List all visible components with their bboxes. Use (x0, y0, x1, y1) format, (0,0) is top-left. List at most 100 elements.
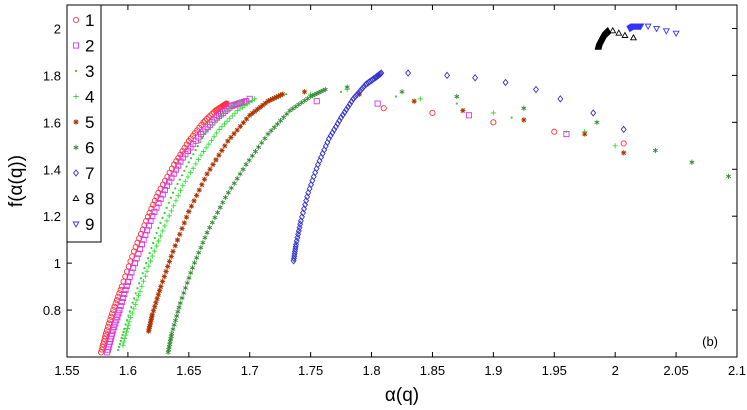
data-point (195, 156, 201, 163)
data-point (222, 107, 229, 114)
data-point (186, 208, 192, 215)
data-point (224, 106, 231, 113)
data-point (153, 204, 160, 211)
data-point (143, 267, 146, 270)
data-point (207, 166, 213, 172)
data-point (142, 273, 148, 279)
data-point (148, 319, 154, 325)
legend-label: 3 (85, 62, 94, 81)
data-point (139, 283, 145, 289)
data-point (120, 342, 126, 348)
data-point (196, 250, 202, 256)
data-point (153, 236, 156, 240)
data-point (139, 277, 143, 280)
plot-area (66, 4, 738, 358)
data-point (153, 243, 160, 249)
data-point (230, 102, 237, 109)
data-point (105, 323, 112, 330)
data-point (281, 114, 287, 120)
data-point (357, 87, 364, 95)
data-point (144, 268, 150, 274)
data-point (155, 238, 162, 244)
data-point (206, 129, 209, 133)
data-point (185, 165, 188, 168)
data-point (183, 169, 186, 173)
data-point (182, 285, 189, 291)
data-point (455, 102, 458, 105)
x-tick-label: 1.95 (542, 363, 567, 378)
data-point (229, 113, 235, 119)
data-point (208, 126, 211, 130)
data-point (159, 191, 166, 198)
data-point (352, 93, 358, 101)
data-point (121, 339, 127, 345)
data-point (161, 273, 167, 280)
data-point (165, 263, 171, 270)
data-point (222, 194, 228, 201)
data-point (240, 120, 247, 126)
data-point (131, 301, 134, 304)
data-point (203, 145, 209, 151)
legend: 1 2 3 4 5 6 7 8 9 (66, 4, 102, 243)
x-tick-label: 1.75 (298, 363, 323, 378)
data-point (237, 171, 243, 177)
data-point (338, 113, 345, 122)
data-point (189, 265, 195, 271)
data-point (621, 150, 627, 156)
data-point (345, 103, 352, 111)
legend-label: 5 (85, 113, 94, 132)
data-point (460, 108, 466, 114)
data-point (111, 323, 118, 330)
data-point (206, 141, 212, 147)
data-point (190, 165, 196, 171)
data-point (158, 233, 164, 239)
data-point (374, 100, 381, 107)
legend-box (66, 4, 102, 243)
x-tick-label: 1.85 (420, 363, 445, 378)
data-point (237, 123, 243, 129)
data-point (220, 199, 226, 206)
x-tick-label: 1.65 (176, 363, 201, 378)
data-point (133, 255, 140, 262)
data-point (119, 294, 127, 302)
data-point (146, 257, 150, 260)
data-point (257, 104, 263, 110)
data-point (249, 110, 255, 116)
data-point (191, 198, 197, 204)
data-point (207, 224, 213, 231)
data-point (115, 310, 122, 317)
data-point (490, 110, 496, 116)
data-point (222, 143, 228, 149)
data-point (238, 99, 245, 106)
data-point (135, 250, 142, 257)
data-point (109, 330, 116, 337)
data-point (331, 125, 338, 134)
data-point (252, 96, 258, 102)
data-point (405, 69, 412, 77)
data-point (135, 293, 142, 299)
data-point (149, 253, 155, 259)
data-point (637, 23, 645, 31)
data-point (221, 111, 225, 115)
data-point (189, 157, 193, 160)
legend-label: 9 (85, 215, 94, 234)
data-point (215, 209, 221, 216)
data-point (268, 128, 274, 134)
data-point (192, 260, 198, 266)
data-point (198, 152, 204, 158)
data-point (111, 303, 118, 310)
data-point (228, 134, 234, 141)
data-point (109, 310, 116, 317)
data-point (147, 258, 154, 264)
data-point (225, 190, 231, 196)
data-point (557, 95, 564, 103)
data-point (196, 145, 199, 148)
data-point (209, 219, 215, 226)
data-point (590, 109, 597, 117)
data-point (221, 121, 228, 127)
data-point (225, 138, 231, 144)
data-point (163, 211, 166, 214)
data-point (211, 134, 217, 140)
data-point (243, 161, 249, 168)
data-point (155, 231, 158, 235)
